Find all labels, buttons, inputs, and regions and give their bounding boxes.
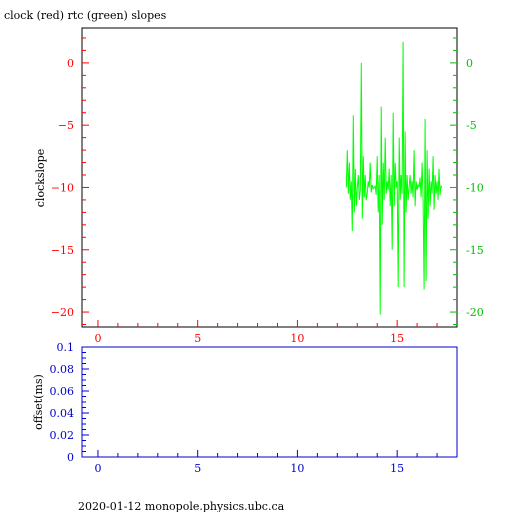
lower-y-axis-label: offset(ms) xyxy=(32,374,45,430)
upper-x-tick-label: 5 xyxy=(194,332,201,345)
rtc-series-group xyxy=(345,41,443,315)
upper-left-y-tick-label: −20 xyxy=(51,306,74,319)
lower-panel: 0 5 10 15 0 0.02 0.04 0.06 0.08 0.1 offset(ms) xyxy=(32,341,458,475)
upper-plot-frame xyxy=(81,27,458,328)
rtc-slope-line xyxy=(345,41,443,315)
upper-x-tick-label: 10 xyxy=(290,332,304,345)
upper-right-y-tick-label: -15 xyxy=(466,244,484,257)
upper-left-y-tick-label: 0 xyxy=(67,57,74,70)
lower-y-tick-label: 0.06 xyxy=(50,385,75,398)
lower-y-tick-label: 0.04 xyxy=(50,407,75,420)
chart-title: clock (red) rtc (green) slopes xyxy=(4,9,167,22)
lower-plot-frame xyxy=(81,346,458,458)
upper-right-y-tick-label: -10 xyxy=(466,181,484,194)
lower-x-tick-label: 5 xyxy=(194,462,201,475)
footer-text: 2020-01-12 monopole.physics.ubc.ca xyxy=(78,500,285,512)
lower-y-tick-label: 0.1 xyxy=(57,341,75,354)
upper-y-axis-label: clockslope xyxy=(34,149,47,207)
upper-left-y-tick-label: −10 xyxy=(51,181,74,194)
upper-left-y-tick-label: −15 xyxy=(51,244,74,257)
lower-y-tick-label: 0.02 xyxy=(50,429,75,442)
upper-panel: 0 5 10 15 0 0 −5 -5 −10 -10 −15 -15 −20 -20 clockslop… xyxy=(34,27,484,345)
upper-x-tick-label: 0 xyxy=(94,332,101,345)
upper-x-tick-label: 15 xyxy=(390,332,404,345)
upper-left-y-tick-label: −5 xyxy=(58,119,74,132)
upper-axes: 0 5 10 15 0 0 −5 -5 −10 -10 −15 -15 −20 -20 xyxy=(51,37,484,345)
lower-x-tick-label: 15 xyxy=(390,462,404,475)
upper-right-y-tick-label: -5 xyxy=(466,119,477,132)
upper-right-y-tick-label: -20 xyxy=(466,306,484,319)
lower-y-tick-label: 0.08 xyxy=(50,363,75,376)
lower-x-tick-label: 10 xyxy=(290,462,304,475)
upper-right-y-tick-label: 0 xyxy=(466,57,473,70)
lower-axes: 0 5 10 15 0 0.02 0.04 0.06 0.08 0.1 xyxy=(50,341,438,475)
lower-y-tick-label: 0 xyxy=(67,451,74,464)
lower-x-tick-label: 0 xyxy=(94,462,101,475)
